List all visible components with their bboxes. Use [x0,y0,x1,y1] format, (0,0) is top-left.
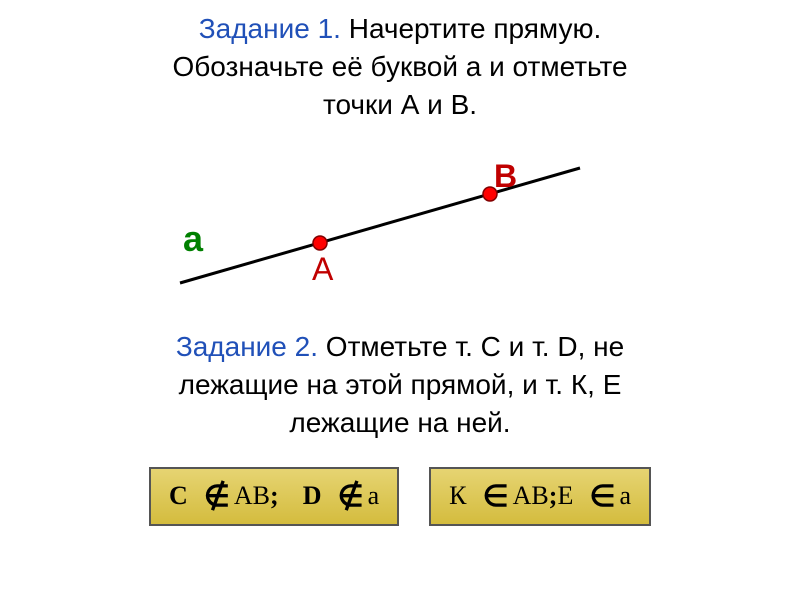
point-a-dot [313,236,327,250]
box1-s1: С [169,481,188,511]
box-on-line: К ∈ АВ ; Е ∈ а [429,467,651,526]
box2-s4: а [619,481,631,511]
box1-s4: а [368,481,380,511]
task1-line1: Начертите прямую. [341,13,601,44]
diagram: а А В [0,133,800,323]
box2-s3: Е [557,481,573,511]
task1-line3: точки А и В. [323,89,477,120]
box2-s1: К [449,481,466,511]
box-not-on-line: С ∉ АВ ; D ∉ а [149,467,399,526]
task1-line2: Обозначьте её буквой а и отметьте [172,51,627,82]
box2-s2: АВ [513,481,549,511]
point-a-label: А [312,251,333,288]
box1-s3: D [303,481,322,511]
box2-sym2: ∈ [585,479,619,514]
task2-title: Задание 2. [176,331,318,362]
box1-s2: АВ [234,481,270,511]
box1-sym1: ∉ [200,479,234,514]
task1-block: Задание 1. Начертите прямую. Обозначьте … [0,0,800,123]
task1-title: Задание 1. [199,13,341,44]
task2-block: Задание 2. Отметьте т. С и т. D, не лежа… [0,328,800,441]
task2-line2: лежащие на этой прямой, и т. К, Е [179,369,622,400]
box2-sym1: ∈ [479,479,513,514]
box1-sym2: ∉ [333,479,367,514]
line-a [180,168,580,283]
point-b-label: В [494,158,517,195]
relation-boxes: С ∉ АВ ; D ∉ а К ∈ АВ ; Е ∈ а [0,467,800,526]
box2-semi1: ; [549,481,558,511]
box1-semi1: ; [270,481,279,511]
diagram-svg [0,133,800,323]
line-label: а [183,218,203,260]
task2-line3: лежащие на ней. [289,407,510,438]
task2-line1: Отметьте т. С и т. D, не [318,331,624,362]
